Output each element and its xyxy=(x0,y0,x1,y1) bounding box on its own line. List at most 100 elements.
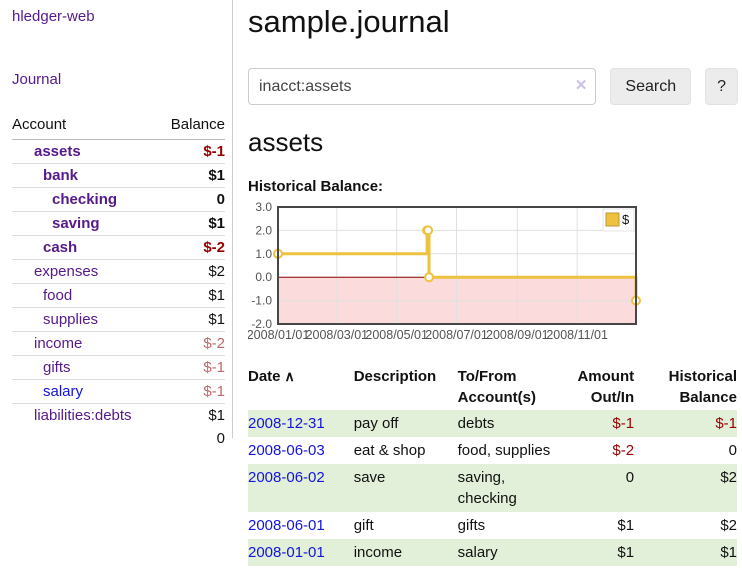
transaction-amount: $1 xyxy=(617,517,635,534)
account-row: salary $-1 xyxy=(12,379,225,404)
brand-link[interactable]: hledger-web xyxy=(12,8,95,25)
sidebar-account-link[interactable]: salary xyxy=(43,383,84,400)
accounts-total-row: 0 xyxy=(12,427,225,450)
account-row: income $-2 xyxy=(12,331,225,356)
transaction-date-link[interactable]: 2008-06-01 xyxy=(248,517,325,534)
account-row: gifts $-1 xyxy=(12,355,225,380)
account-row: assets $-1 xyxy=(12,140,225,164)
register-header-amount-out-in: Amount Out/In xyxy=(577,368,635,406)
sidebar-account-link[interactable]: bank xyxy=(43,167,79,184)
svg-text:-1.0: -1.0 xyxy=(251,294,272,308)
transaction-description: income xyxy=(353,544,403,561)
transaction-description: pay off xyxy=(353,415,399,432)
account-heading: assets xyxy=(248,127,324,157)
account-row: bank $1 xyxy=(12,163,225,188)
transaction-row: 2008-06-03 eat & shop food, supplies $-2 0 xyxy=(248,437,737,464)
search-button[interactable]: Search xyxy=(610,68,692,105)
transaction-row: 2008-12-31 pay off debts $-1 $-1 xyxy=(248,410,737,437)
account-row: cash $-2 xyxy=(12,235,225,260)
account-balance: $-1 xyxy=(158,355,225,380)
transaction-balance: $2 xyxy=(720,517,737,534)
sidebar-account-link[interactable]: saving xyxy=(52,215,100,232)
sidebar-account-link[interactable]: liabilities:debts xyxy=(34,407,132,424)
svg-text:2008/09/01: 2008/09/01 xyxy=(486,328,549,342)
svg-text:2008/07/01: 2008/07/01 xyxy=(425,328,488,342)
transaction-description: save xyxy=(353,469,386,486)
account-balance: $-1 xyxy=(158,379,225,404)
svg-text:2008/05/01: 2008/05/01 xyxy=(365,328,428,342)
transaction-amount: $1 xyxy=(617,544,635,561)
account-balance: $1 xyxy=(158,403,225,427)
sidebar: hledger-web Journal Account Balance asse… xyxy=(0,0,233,447)
clear-search-icon[interactable]: ✕ xyxy=(574,77,588,94)
account-balance: $-2 xyxy=(158,331,225,356)
account-balance: $-2 xyxy=(158,235,225,260)
svg-text:$: $ xyxy=(622,212,630,227)
sidebar-account-link[interactable]: assets xyxy=(34,143,81,160)
help-button[interactable]: ? xyxy=(705,68,738,105)
account-balance: 0 xyxy=(158,187,225,212)
transaction-accounts: food, supplies xyxy=(457,442,551,459)
sort-ascending-icon: ∧ xyxy=(284,368,295,384)
transaction-date-link[interactable]: 2008-06-03 xyxy=(248,442,325,459)
search-input[interactable] xyxy=(248,68,597,105)
account-row: saving $1 xyxy=(12,211,225,236)
accounts-column-header: Account xyxy=(12,112,159,140)
transaction-description: gift xyxy=(353,517,374,534)
account-balance: $1 xyxy=(158,211,225,236)
register-header-historical-balance: Historical Balance xyxy=(668,368,737,406)
svg-text:2.0: 2.0 xyxy=(255,223,272,237)
sidebar-item-journal[interactable]: Journal xyxy=(12,71,62,88)
transaction-balance: $2 xyxy=(720,469,737,486)
accounts-total-value: 0 xyxy=(216,430,225,447)
transaction-row: 2008-01-01 income salary $1 $1 xyxy=(248,539,737,566)
search-bar: ✕ Search ? xyxy=(248,68,738,105)
transaction-amount: $-2 xyxy=(612,442,635,459)
account-row: expenses $2 xyxy=(12,259,225,284)
account-balance: $1 xyxy=(158,283,225,308)
account-row: liabilities:debts $1 xyxy=(12,403,225,427)
transaction-date-link[interactable]: 2008-01-01 xyxy=(248,544,325,561)
svg-text:3.0: 3.0 xyxy=(255,201,272,214)
transaction-balance: 0 xyxy=(728,442,737,459)
chart-title: Historical Balance: xyxy=(248,178,384,195)
svg-text:1.0: 1.0 xyxy=(255,247,272,261)
page-title: sample.journal xyxy=(248,4,450,39)
svg-text:-2.0: -2.0 xyxy=(251,317,272,331)
transaction-description: eat & shop xyxy=(353,442,426,459)
main-content: sample.journal ✕ Search ? assets Histori… xyxy=(247,0,738,566)
transaction-date-link[interactable]: 2008-06-02 xyxy=(248,469,325,486)
sidebar-account-link[interactable]: cash xyxy=(43,239,78,256)
svg-text:2008/01/01: 2008/01/01 xyxy=(248,328,309,342)
sidebar-account-link[interactable]: gifts xyxy=(43,359,71,376)
balance-column-header: Balance xyxy=(158,112,225,140)
account-balance: $1 xyxy=(158,307,225,332)
svg-text:0.0: 0.0 xyxy=(255,270,272,284)
register-table: Date ∧ Description To/From Account(s) Amount… xyxy=(248,364,737,566)
transaction-amount: $-1 xyxy=(612,415,635,432)
account-row: food $1 xyxy=(12,283,225,308)
account-balance: $1 xyxy=(158,163,225,188)
transaction-balance: $1 xyxy=(720,544,737,561)
sidebar-account-link[interactable]: checking xyxy=(52,191,118,208)
transaction-row: 2008-06-01 gift gifts $1 $2 xyxy=(248,512,737,539)
transaction-accounts: debts xyxy=(457,415,495,432)
transaction-row: 2008-06-02 save saving, checking 0 $2 xyxy=(248,464,737,512)
accounts-table: Account Balance assets $-1 bank $1 checking 0… xyxy=(12,112,225,450)
register-header-description: Description xyxy=(353,368,437,385)
transaction-date-link[interactable]: 2008-12-31 xyxy=(248,415,325,432)
register-header-date: Date ∧ xyxy=(248,368,295,385)
sidebar-account-link[interactable]: income xyxy=(34,335,83,352)
historical-balance-chart: $3.0 2.0 1.0 0.0 -1.0 -2.0 2008/01/01 2008/03/0… xyxy=(247,200,738,350)
register-header-to-from-account-s-: To/From Account(s) xyxy=(457,368,536,406)
transaction-amount: 0 xyxy=(625,469,635,486)
transaction-balance: $-1 xyxy=(715,415,737,432)
account-row: supplies $1 xyxy=(12,307,225,332)
svg-text:2008/11/01: 2008/11/01 xyxy=(546,328,608,342)
sidebar-account-link[interactable]: supplies xyxy=(43,311,99,328)
transaction-accounts: salary xyxy=(457,544,498,561)
account-balance: $-1 xyxy=(203,143,225,160)
sidebar-account-link[interactable]: expenses xyxy=(34,263,99,280)
account-row: checking 0 xyxy=(12,187,225,212)
sidebar-account-link[interactable]: food xyxy=(43,287,73,304)
